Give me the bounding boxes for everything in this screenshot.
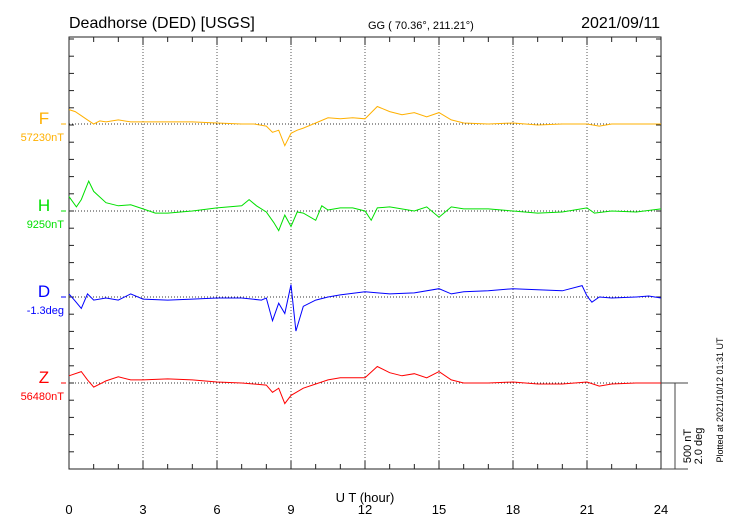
series-line-z — [68, 365, 661, 405]
x-tick-label: 18 — [506, 502, 520, 517]
series-line-f — [68, 105, 661, 147]
series-baseline-d: -1.3deg — [27, 305, 64, 317]
x-axis-title: U T (hour) — [336, 490, 395, 505]
scale-deg-label: 2.0 deg — [693, 428, 705, 465]
x-tick-label: 0 — [65, 502, 72, 517]
station-title: Deadhorse (DED) [USGS] — [69, 15, 255, 32]
x-tick-label: 12 — [358, 502, 372, 517]
series-name-z: Z — [39, 368, 49, 387]
x-tick-label: 15 — [432, 502, 446, 517]
series-name-d: D — [38, 282, 50, 301]
series-name-h: H — [38, 196, 50, 215]
series-line-d — [68, 284, 662, 332]
series-group — [68, 105, 662, 405]
date-label: 2021/09/11 — [581, 15, 660, 32]
axes: 0 3 6 9 12 15 18 21 24 — [65, 36, 668, 517]
series-baseline-z: 56480nT — [21, 391, 65, 403]
x-tick-label: 9 — [287, 502, 294, 517]
series-baseline-f: 57230nT — [21, 132, 65, 144]
series-labels: F 57230nT H 9250nT D -1.3deg Z 56480nT — [21, 109, 66, 403]
x-tick-label: 21 — [580, 502, 594, 517]
x-tick-label: 3 — [139, 502, 146, 517]
series-baseline-h: 9250nT — [27, 219, 65, 231]
grid-lines — [69, 37, 661, 469]
x-tick-label: 24 — [654, 502, 668, 517]
series-name-f: F — [39, 109, 49, 128]
scale-bar: 500 nT 2.0 deg — [661, 382, 705, 470]
coordinates-label: GG ( 70.36°, 211.21°) — [368, 20, 474, 32]
x-tick-label: 6 — [213, 502, 220, 517]
series-line-h — [68, 179, 662, 232]
plotted-timestamp: Plotted at 2021/10/12 01:31 UT — [715, 337, 725, 463]
scale-nt-label: 500 nT — [682, 429, 694, 464]
